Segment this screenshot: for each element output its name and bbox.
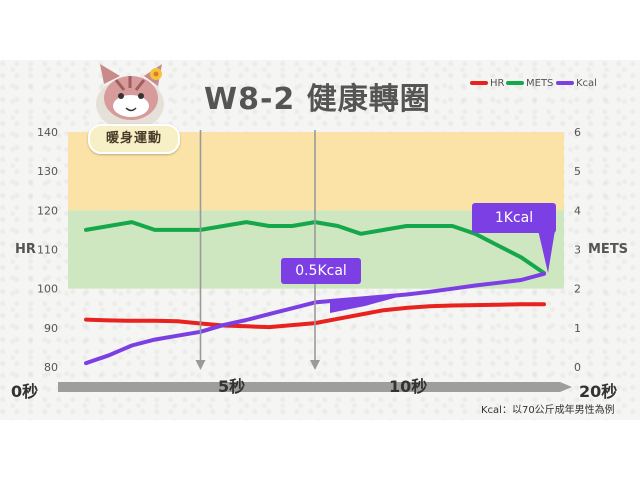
right-tick-label: 1	[574, 322, 581, 335]
left-tick-label: 130	[37, 165, 58, 178]
legend-kcal: Kcal	[556, 78, 597, 89]
left-tick-label: 100	[37, 283, 58, 296]
right-axis-ticks: 0 1 2 3 4 5 6	[574, 126, 581, 374]
time-arrow	[58, 382, 572, 392]
mascot-cat-icon	[80, 62, 180, 136]
guide-lines	[195, 130, 320, 370]
left-axis-ticks: 80 90 100 110 120 130 140	[37, 126, 58, 374]
callout-kcal-one: 1Kcal	[472, 203, 556, 233]
right-tick-label: 2	[574, 283, 581, 296]
legend-mets-label: METS	[526, 78, 554, 89]
right-tick-label: 5	[574, 165, 581, 178]
legend-mets: METS	[506, 78, 553, 89]
guide-arrowhead-5	[195, 360, 206, 370]
legend-mets-swatch	[506, 81, 524, 85]
right-tick-label: 3	[574, 244, 581, 257]
callout-pointer-one	[530, 230, 555, 273]
page-title: W8-2 健康轉圈	[204, 82, 431, 117]
mascot-label: 暖身運動	[88, 124, 180, 154]
right-tick-label: 4	[574, 204, 581, 217]
right-tick-label: 6	[574, 126, 581, 139]
legend-kcal-label: Kcal	[576, 78, 597, 89]
left-axis-title: HR	[15, 242, 36, 257]
left-tick-label: 90	[44, 322, 58, 335]
footnote: Kcal：以70公斤成年男性為例	[481, 405, 615, 416]
legend-hr-label: HR	[490, 78, 505, 89]
guide-arrowhead-10	[310, 360, 320, 370]
time-label-10s: 10秒	[389, 377, 428, 396]
time-label-end: 20秒	[579, 382, 618, 401]
time-label-5s: 5秒	[218, 377, 246, 396]
legend-hr-swatch	[470, 81, 488, 85]
left-tick-label: 120	[37, 204, 58, 217]
left-tick-label: 140	[37, 126, 58, 139]
slide: 80 90 100 110 120 130 140 0 1 2 3 4 5 6 暖身運動 W8-2 健康…	[0, 60, 640, 420]
right-tick-label: 0	[574, 361, 581, 374]
callout-pointer-half	[330, 293, 412, 313]
legend-kcal-swatch	[556, 81, 574, 85]
right-axis-title: METS	[588, 242, 629, 257]
callout-kcal-half: 0.5Kcal	[281, 258, 361, 284]
legend-hr: HR	[470, 78, 504, 89]
left-tick-label: 80	[44, 361, 58, 374]
time-label-start: 0秒	[11, 382, 39, 401]
left-tick-label: 110	[37, 244, 58, 257]
